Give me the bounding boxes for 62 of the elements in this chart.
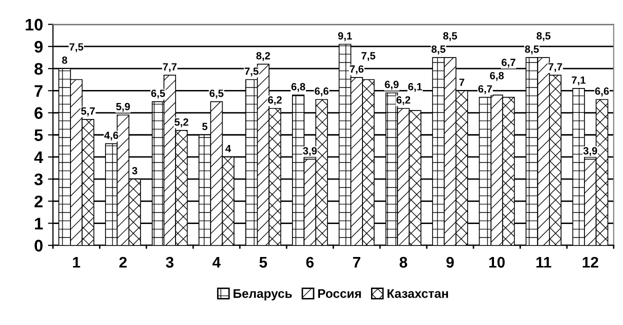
data-label: 6,6	[314, 87, 328, 96]
data-label: 5,9	[116, 102, 130, 112]
x-tick-label: 3	[166, 256, 174, 268]
y-tick-label: 10	[26, 18, 43, 31]
data-label: 6,7	[502, 58, 516, 68]
data-label: 3	[132, 166, 138, 174]
data-label: 6,5	[151, 90, 166, 99]
legend-label: Россия	[318, 289, 361, 298]
data-label: 7,7	[548, 63, 562, 72]
y-tick-label: 3	[34, 173, 43, 186]
data-label: 6,1	[408, 83, 422, 92]
data-label: 7,5	[362, 52, 376, 61]
data-label: 6,7	[478, 85, 492, 94]
data-label: 4	[225, 144, 232, 152]
y-tick-label: 1	[35, 218, 43, 230]
data-label: 5	[202, 122, 208, 130]
x-tick-label: 1	[73, 257, 80, 268]
legend-label: Беларусь	[234, 289, 292, 300]
y-tick-label: 6	[34, 107, 43, 119]
y-tick-label: 9	[34, 40, 43, 53]
legend-label: Казахстан	[388, 289, 448, 298]
x-tick-label: 6	[306, 256, 314, 268]
data-label: 8	[62, 56, 68, 64]
y-tick-label: 4	[34, 152, 44, 164]
data-label: 8,5	[443, 32, 458, 42]
data-label: 6,8	[291, 83, 306, 92]
y-tick-label: 8	[34, 62, 43, 75]
x-tick-label: 2	[119, 256, 127, 268]
data-label: 9,1	[338, 32, 352, 42]
x-tick-label: 7	[353, 257, 360, 268]
data-label: 7,5	[244, 68, 258, 76]
y-tick-label: 0	[34, 240, 43, 252]
data-label: 7	[459, 78, 464, 86]
y-tick-label: 5	[34, 129, 43, 142]
data-label: 6,2	[268, 96, 282, 106]
y-tick-label: 2	[34, 196, 43, 208]
x-tick-label: 9	[446, 256, 454, 268]
data-label: 7,1	[572, 76, 586, 86]
x-tick-label: 4	[212, 257, 221, 268]
data-label: 8,5	[536, 32, 551, 42]
data-label: 8,5	[432, 45, 446, 54]
data-label: 6,5	[210, 90, 224, 99]
data-label: 7,6	[350, 65, 364, 74]
data-label: 8,5	[524, 45, 539, 54]
data-label: 3,9	[583, 147, 598, 156]
y-tick-label: 7	[34, 85, 42, 97]
data-label: 5,2	[174, 118, 188, 128]
data-label: 7,7	[162, 63, 177, 72]
data-label: 6,9	[384, 80, 399, 90]
data-label: 5,7	[81, 107, 95, 116]
data-label: 8,2	[256, 52, 270, 61]
data-label: 6,2	[396, 96, 410, 106]
x-tick-label: 8	[400, 256, 408, 268]
data-label: 7,5	[70, 43, 84, 52]
x-tick-label: 11	[536, 257, 552, 268]
data-label: 6,6	[595, 87, 609, 96]
data-label: 3,9	[302, 147, 317, 156]
x-tick-label: 5	[259, 257, 268, 268]
data-label: 6,8	[490, 72, 504, 81]
x-tick-label: 10	[489, 256, 505, 268]
data-label: 4,6	[104, 132, 118, 141]
x-tick-label: 12	[582, 256, 598, 268]
